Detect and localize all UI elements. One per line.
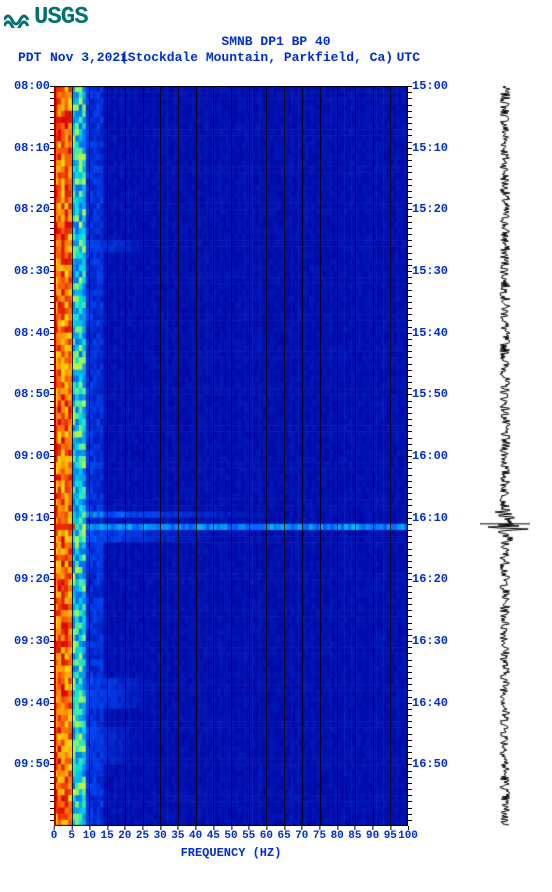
right-time-tick: 15:20 <box>412 202 448 216</box>
spectrogram-canvas <box>54 86 408 826</box>
plot-area: 08:0008:1008:2008:3008:4008:5009:0009:10… <box>0 86 552 866</box>
freq-tick: 70 <box>295 830 308 842</box>
right-minor-ticks <box>408 86 412 826</box>
right-time-tick: 16:00 <box>412 449 448 463</box>
right-time-tick: 16:30 <box>412 634 448 648</box>
left-time-tick: 08:30 <box>14 264 50 278</box>
right-time-tick: 16:40 <box>412 696 448 710</box>
freq-tick: 5 <box>68 830 75 842</box>
usgs-logo: USGS <box>4 4 88 31</box>
freq-tick: 60 <box>260 830 273 842</box>
freq-tick: 45 <box>207 830 220 842</box>
right-time-tick: 16:10 <box>412 511 448 525</box>
usgs-logo-text: USGS <box>34 4 88 31</box>
freq-tick: 75 <box>313 830 326 842</box>
right-time-tick: 15:10 <box>412 141 448 155</box>
left-time-tick: 08:20 <box>14 202 50 216</box>
freq-tick: 10 <box>83 830 96 842</box>
freq-tick: 40 <box>189 830 202 842</box>
subtitle-location: (Stockdale Mountain, Parkfield, Ca) <box>120 50 393 65</box>
freq-tick: 65 <box>277 830 290 842</box>
right-time-tick: 15:50 <box>412 387 448 401</box>
left-time-tick: 09:30 <box>14 634 50 648</box>
left-time-tick: 08:00 <box>14 79 50 93</box>
freq-tick: 90 <box>366 830 379 842</box>
left-minor-ticks <box>50 86 54 826</box>
right-time-tick: 15:00 <box>412 79 448 93</box>
right-time-axis: 15:0015:1015:2015:3015:4015:5016:0016:10… <box>410 86 460 826</box>
freq-tick: 55 <box>242 830 255 842</box>
freq-tick: 20 <box>118 830 131 842</box>
chart-title: SMNB DP1 BP 40 <box>0 34 552 49</box>
freq-tick: 80 <box>331 830 344 842</box>
right-time-tick: 16:20 <box>412 572 448 586</box>
left-time-tick: 09:20 <box>14 572 50 586</box>
freq-tick: 0 <box>51 830 58 842</box>
left-time-axis: 08:0008:1008:2008:3008:4008:5009:0009:10… <box>0 86 52 826</box>
freq-tick: 50 <box>224 830 237 842</box>
usgs-wave-icon <box>4 8 32 28</box>
freq-tick: 30 <box>154 830 167 842</box>
spectrogram <box>54 86 408 826</box>
left-time-tick: 08:50 <box>14 387 50 401</box>
freq-tick: 35 <box>171 830 184 842</box>
left-time-tick: 09:50 <box>14 757 50 771</box>
freq-tick: 95 <box>384 830 397 842</box>
trace-canvas <box>480 86 530 826</box>
left-time-tick: 08:10 <box>14 141 50 155</box>
freq-tick: 25 <box>136 830 149 842</box>
right-time-tick: 15:30 <box>412 264 448 278</box>
subtitle-utc: UTC <box>397 50 420 65</box>
left-time-tick: 09:10 <box>14 511 50 525</box>
right-time-tick: 16:50 <box>412 757 448 771</box>
freq-tick: 100 <box>398 830 418 842</box>
frequency-axis-label: FREQUENCY (HZ) <box>54 846 408 860</box>
right-time-tick: 15:40 <box>412 326 448 340</box>
subtitle-pdt: PDT <box>18 50 41 65</box>
left-time-tick: 09:00 <box>14 449 50 463</box>
left-time-tick: 09:40 <box>14 696 50 710</box>
subtitle-date: Nov 3,2021 <box>50 50 128 65</box>
freq-tick: 15 <box>100 830 113 842</box>
seismogram-trace <box>480 86 530 826</box>
left-time-tick: 08:40 <box>14 326 50 340</box>
freq-tick: 85 <box>348 830 361 842</box>
